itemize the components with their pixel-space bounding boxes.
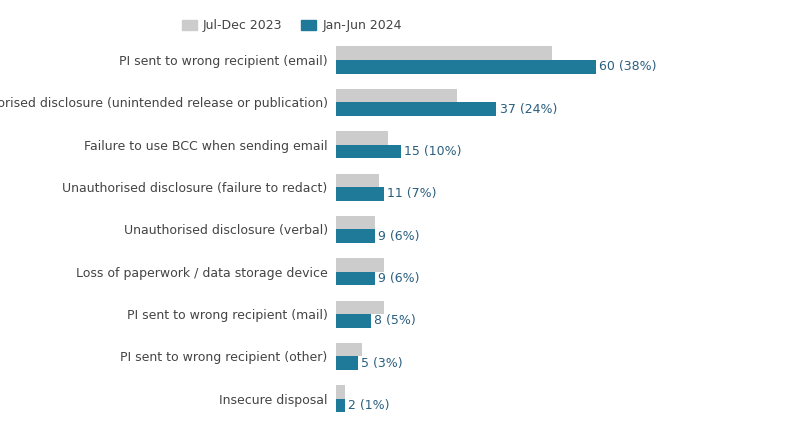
- Bar: [336, 399, 345, 412]
- Bar: [336, 272, 375, 285]
- Legend: Jul-Dec 2023, Jan-Jun 2024: Jul-Dec 2023, Jan-Jun 2024: [177, 14, 407, 37]
- Bar: [336, 385, 345, 399]
- Bar: [336, 343, 362, 356]
- Bar: [336, 301, 384, 314]
- Bar: [336, 258, 384, 272]
- Bar: [336, 102, 496, 116]
- Bar: [336, 187, 384, 200]
- Text: 60 (38%): 60 (38%): [599, 60, 657, 73]
- Bar: [336, 356, 358, 370]
- Bar: [336, 174, 379, 187]
- Bar: [336, 89, 458, 102]
- Bar: [336, 131, 388, 145]
- Text: 15 (10%): 15 (10%): [405, 145, 462, 158]
- Bar: [336, 145, 401, 158]
- Bar: [336, 60, 596, 74]
- Bar: [336, 46, 553, 60]
- Bar: [336, 314, 370, 328]
- Bar: [336, 229, 375, 243]
- Bar: [336, 216, 375, 229]
- Text: 9 (6%): 9 (6%): [378, 229, 420, 242]
- Text: 11 (7%): 11 (7%): [387, 187, 437, 200]
- Text: 8 (5%): 8 (5%): [374, 314, 416, 327]
- Text: 9 (6%): 9 (6%): [378, 272, 420, 285]
- Text: 5 (3%): 5 (3%): [361, 357, 402, 370]
- Text: 2 (1%): 2 (1%): [348, 399, 390, 412]
- Text: 37 (24%): 37 (24%): [500, 103, 557, 116]
